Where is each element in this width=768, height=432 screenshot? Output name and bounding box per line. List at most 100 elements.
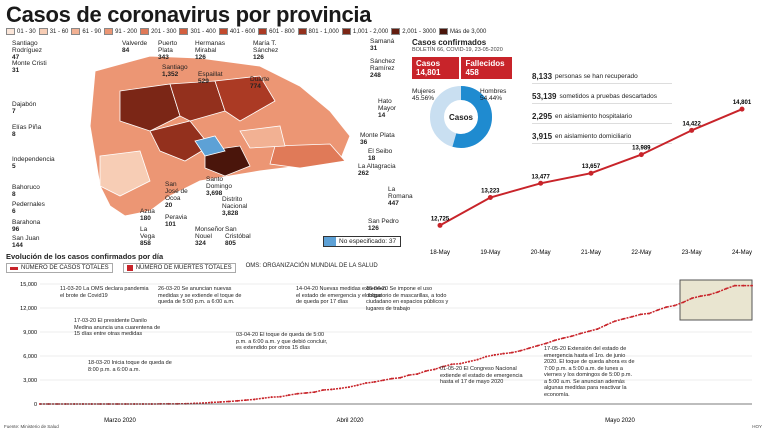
gender-donut: Casos [430,86,492,148]
cases-series-point [622,317,625,320]
legend-swatch: 601 - 800 [258,28,295,35]
annotation: 03-04-20 El toque de queda de 5:00 p.m. … [236,332,328,351]
cases-series-point [219,401,222,404]
annotation: 16-04-20 Se impone el uso obligatorio de… [366,286,449,312]
cases-series-point [682,301,685,304]
label-la-altagracia: La Altagracia 262 [358,163,396,177]
cases-series-point [356,384,359,387]
cases-series-point [485,355,488,358]
cases-label: 13,477 [531,174,550,180]
label-monsenor-nouel: Monseñor Nouel 324 [195,226,224,247]
label-santiago: Santiago 1,352 [162,64,188,78]
date-label: 24-May [732,250,752,256]
label-valverde: Valverde 84 [122,40,148,54]
label-azua: Azua 180 [140,208,155,222]
label-duarte: Duarte 774 [250,76,270,90]
label-samana: Samaná 31 [370,38,395,52]
confirmed-panel: Casos confirmados BOLETÍN 66, COVID-19, … [408,36,766,256]
cases-series-point [639,313,642,316]
map-legend: 01 - 30 31 - 60 61 - 90 91 - 200 201 - 300 30… [6,28,486,35]
label-espaillat: Espaillat 529 [198,71,223,85]
province-map: Santiago Rodríguez 47 Monte Cristi 31 Daja… [0,36,413,252]
mini-chart: 12,72543418-May13,22344119-May13,4774462… [430,100,752,256]
cases-series-point [476,358,479,361]
cases-series-point [751,284,753,287]
cases-series-point [545,342,548,345]
cases-series-point [296,392,299,395]
cases-point [437,222,443,228]
label-hato-mayor: Hato Mayor 14 [378,98,397,119]
label-san-cristobal: San Cristóbal 805 [225,226,251,247]
legend-swatch: 1,001 - 2,000 [341,28,388,35]
legend-cases: NÚMERO DE CASOS TOTALES [6,263,113,273]
stat-row: 2,295 en aislamiento hospitalario [532,112,672,124]
cases-series-point [630,315,633,318]
cases-label: 14,422 [682,121,701,127]
annotation: 17-05-20 Extensión del estado de emergen… [544,346,635,398]
mujeres-label: Mujeres 45.56% [412,88,436,102]
y-tick-label: 0 [34,402,37,408]
cases-series-point [287,394,290,397]
annotation: 14-04-20 Nuevas medidas extienden el est… [296,286,386,305]
y-tick-label: 15,000 [20,282,37,288]
legend-swatch: 91 - 200 [104,28,137,35]
cases-point [739,106,745,112]
cases-series-point [416,372,419,375]
cases-series-point [716,291,719,294]
legend-swatch: 61 - 90 [71,28,101,35]
legend-swatch: 301 - 400 [179,28,216,35]
donut-label: Casos [449,113,474,122]
label-bahoruco: Bahoruco 8 [12,184,40,198]
cases-series-point [467,360,470,363]
highlight-box [679,279,753,321]
cases-series-point [373,380,376,383]
cases-series-point [279,395,282,398]
cases-series-point [493,353,496,356]
label-hermanas-mirabal: Hermanas Mirabal 126 [195,40,225,61]
legend-swatch: 201 - 300 [140,28,176,35]
annotation: 11-03-20 La OMS declara pandemia el brot… [60,286,149,299]
cases-series-point [236,399,239,402]
cases-series-point [588,330,591,333]
label-puerto-plata: Puerto Plata 343 [158,40,178,61]
cases-series-point [536,344,539,347]
confirmed-title: Casos confirmados [412,38,487,47]
cases-series-point [579,332,582,335]
legend-swatch: 01 - 30 [6,28,36,35]
cases-series-point [322,389,325,392]
legend-deaths: NÚMERO DE MUERTES TOTALES [122,263,236,273]
stat-row: 8,133 personas se han recuperado [532,72,672,84]
label-la-vega: La Vega 858 [140,226,155,247]
label-dajabon: Dajabón 7 [12,101,37,115]
date-label: 20-May [531,250,551,256]
evolution-chart: 15,000 12,000 9,000 6,000 3,000 0 Marzo 2020 Ab… [20,279,753,424]
date-label: 18-May [430,250,450,256]
cases-point [487,195,493,201]
cases-series-point [339,387,342,390]
hombres-label: Hombres 54.44% [480,88,507,102]
date-label: 19-May [480,250,500,256]
annotation: 26-03-20 Se anuncian nuevas medidas y se… [158,286,242,305]
stat-row: 53,139 sometidos a pruebas descartados [532,92,672,104]
no-especificado-box: No especificado: 37 [323,236,401,247]
cases-series-point [519,349,522,352]
source: Fuente: Ministerio de Salud [4,424,59,429]
legend-swatch: 401 - 600 [218,28,255,35]
legend-oms: OMS: ORGANIZACIÓN MUNDIAL DE LA SALUD [245,263,378,269]
label-monte-plata: Monte Plata 36 [360,132,395,146]
cases-label: 14,801 [733,100,752,106]
cases-point [689,127,695,133]
cases-series-point [656,309,659,312]
cases-series-point [450,363,453,366]
label-maria-t-sanchez: María T. Sánchez 126 [253,40,279,61]
dominican-republic-map [89,55,351,217]
label-sanchez-ramirez: Sánchez Ramírez 248 [370,58,396,79]
cases-series-point [407,374,410,377]
cases-series-point [382,379,385,382]
cases-series-point [399,376,402,379]
cases-series-point [313,391,316,394]
cases-series-point [613,320,616,323]
cases-series-point [527,347,530,350]
cases-series-point [605,323,608,326]
cases-series-point [665,306,668,309]
